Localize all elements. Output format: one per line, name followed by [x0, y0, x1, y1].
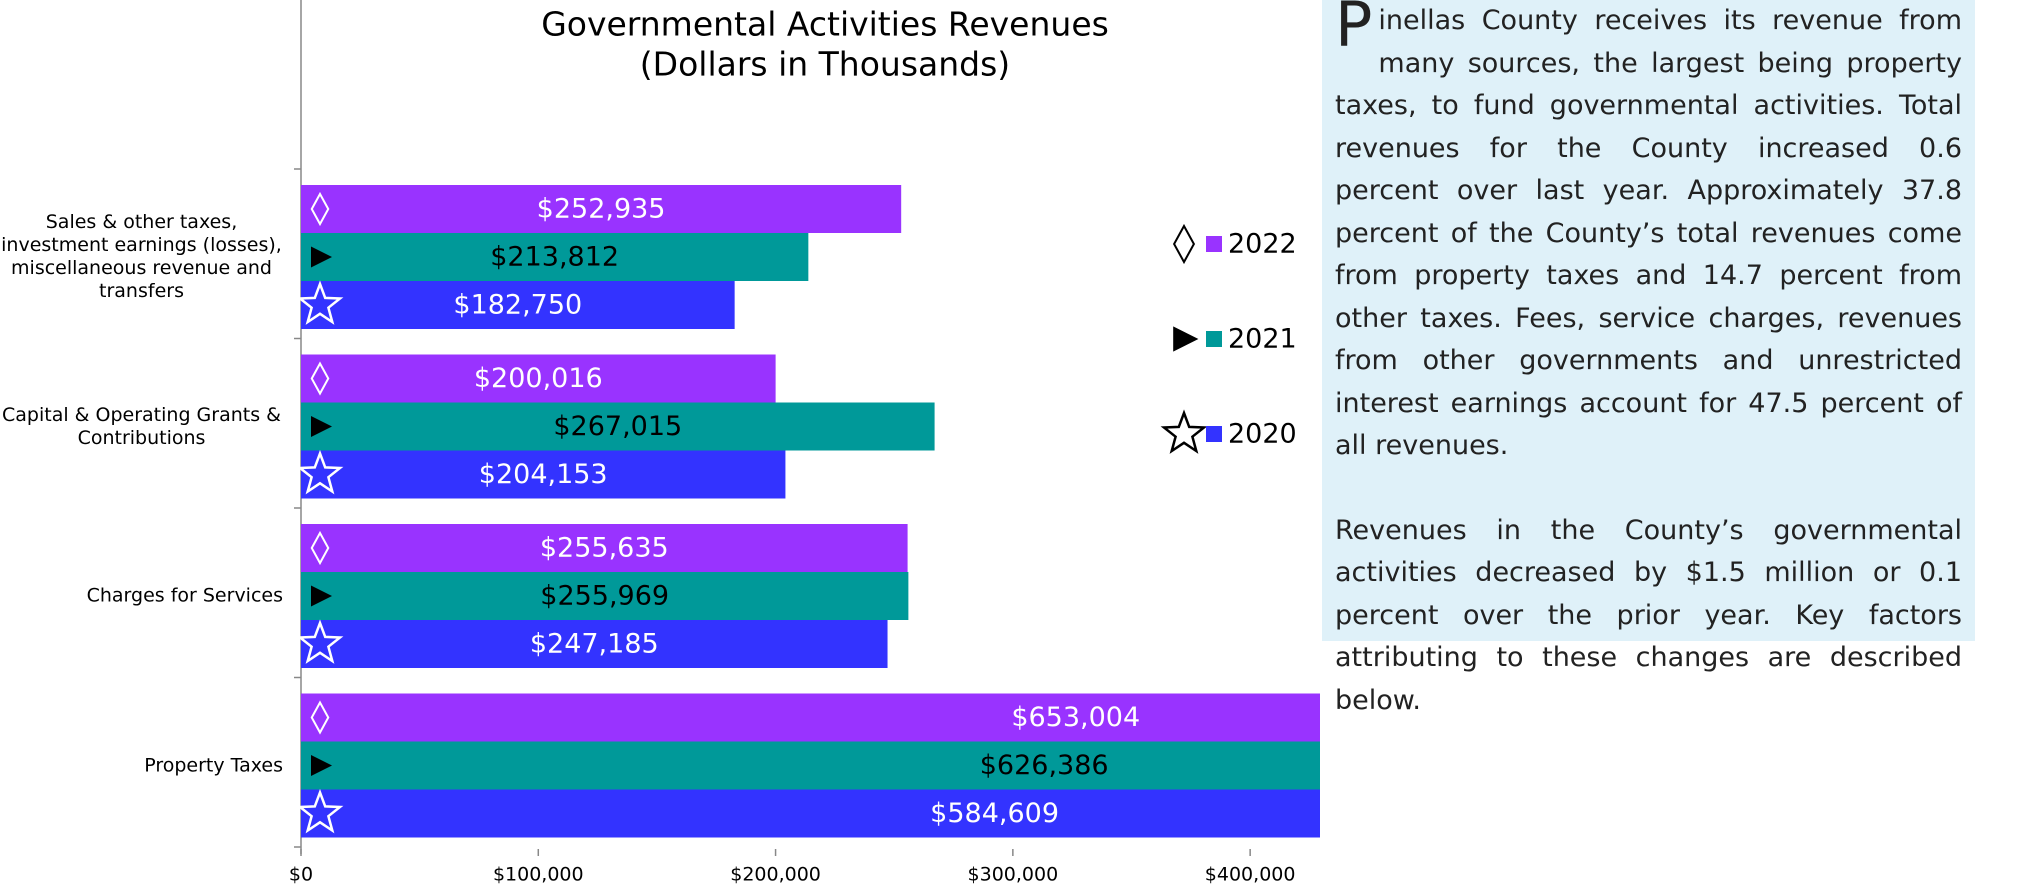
bar-marker: [296, 788, 344, 834]
legend-marker: [1160, 409, 1208, 454]
bar-marker: [296, 280, 344, 325]
chart: Governmental Activities Revenues (Dollar…: [289, 0, 1320, 886]
data-label: $653,004: [1011, 702, 1140, 733]
legend-label: 2021: [1228, 324, 1297, 355]
category-label: Charges for Services: [86, 584, 283, 607]
category-label: Sales & other taxes, investment earnings…: [1, 211, 282, 302]
bar-marker: [310, 191, 330, 227]
data-label: $182,750: [453, 290, 582, 321]
legend-label: 2022: [1228, 229, 1297, 260]
legend-label: 2020: [1228, 419, 1297, 450]
bar: [301, 450, 786, 499]
data-label: $213,812: [490, 242, 619, 273]
bar-marker: [311, 585, 332, 607]
legend-marker: [1172, 223, 1196, 265]
bar-marker: [310, 530, 330, 566]
x-tick-label: $0: [289, 864, 313, 886]
paragraph: Revenues in the County’s governmental ac…: [1335, 514, 1962, 716]
bar: [301, 281, 735, 329]
drop-cap: P: [1335, 0, 1373, 61]
bar: [301, 789, 1320, 838]
bar: [301, 402, 935, 451]
data-label: $200,016: [474, 363, 603, 394]
x-tick-label: $200,000: [730, 864, 821, 886]
legend-swatch: [1206, 426, 1222, 442]
paragraph-text: inellas County receives its revenue from…: [1335, 5, 1962, 461]
bar: [301, 693, 1320, 742]
bar: [301, 233, 809, 281]
data-label: $247,185: [530, 629, 659, 660]
data-label: $626,386: [980, 750, 1109, 781]
legend-swatch: [1206, 331, 1222, 347]
x-tick-label: $100,000: [493, 864, 584, 886]
category-label: Property Taxes: [144, 754, 283, 776]
data-label: $255,635: [540, 533, 669, 564]
data-label: $204,153: [479, 459, 608, 490]
bar-marker: [311, 755, 332, 776]
x-tick-label: $400,000: [1205, 864, 1296, 886]
data-label: $584,609: [930, 798, 1059, 829]
bar: [301, 572, 909, 620]
bar-marker: [296, 619, 344, 664]
x-tick-label: $300,000: [968, 864, 1059, 886]
legend-swatch: [1206, 236, 1222, 252]
chart-title: Governmental Activities Revenues: [541, 5, 1109, 44]
bar: [301, 741, 1320, 790]
chart-subtitle: (Dollars in Thousands): [640, 45, 1010, 84]
bar-marker: [310, 361, 330, 396]
bar-marker: [310, 700, 330, 735]
bar: [301, 354, 776, 403]
data-label: $255,969: [540, 581, 669, 612]
bar-marker: [296, 449, 344, 495]
data-label: $267,015: [553, 411, 682, 442]
data-label: $252,935: [537, 194, 666, 225]
bar: [301, 620, 888, 668]
legend-marker: [1173, 326, 1199, 352]
category-label: Capital & Operating Grants & Contributio…: [2, 403, 281, 449]
bar-marker: [311, 246, 332, 268]
bar: [301, 185, 902, 233]
bar: [301, 524, 908, 572]
bar-marker: [311, 416, 332, 437]
